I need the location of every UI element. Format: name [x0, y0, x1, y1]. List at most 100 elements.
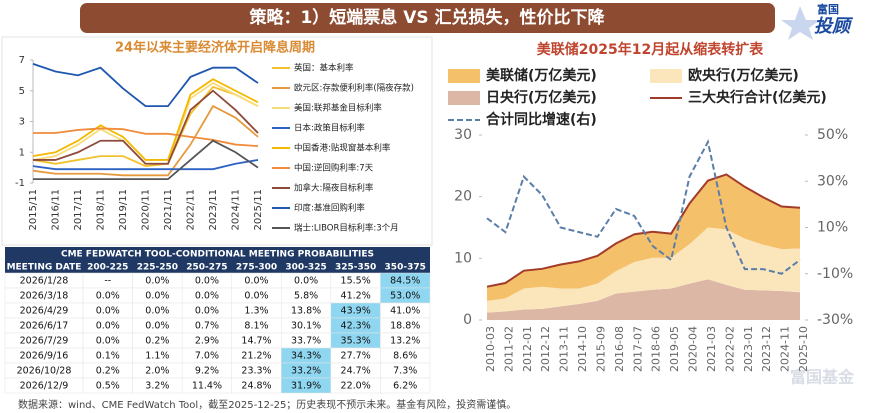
table-cell-text: 21.2%	[241, 351, 271, 362]
table-header-bg	[5, 260, 430, 273]
x-tick-label: 2018-06	[650, 326, 663, 372]
legend-label: 合计同比增速(右)	[486, 111, 597, 128]
x-tick-label: 2013-11	[558, 326, 571, 372]
x-tick-label: 2022-02	[723, 326, 736, 372]
table-cell-text: 9.2%	[195, 366, 219, 377]
legend-label: 中国香港:贴现窗基本利率	[294, 143, 391, 154]
logo-top: 富国	[817, 2, 839, 16]
rate-line	[32, 82, 259, 165]
table-cell-text: 2.0%	[145, 366, 169, 377]
rate-line	[33, 89, 259, 165]
table-title: CME FEDWATCH TOOL-CONDITIONAL MEETING PR…	[61, 250, 374, 260]
table-cell-text: 14.7%	[241, 336, 271, 347]
y2-tick-label: -10%	[817, 266, 853, 282]
table-cell-text: 1.1%	[145, 351, 169, 362]
rate-line	[32, 85, 259, 168]
legend-swatch	[650, 69, 682, 83]
table-cell	[380, 377, 431, 394]
logo-star	[781, 6, 820, 40]
x-tick-label: 2019/11	[118, 189, 129, 231]
table-cell-text: 0.0%	[195, 276, 219, 287]
x-tick-label: 2024-11	[779, 326, 792, 372]
table-header: 350-375	[385, 263, 426, 273]
table-header: 275-300	[236, 263, 277, 273]
legend-label: 日央行(万亿美元)	[486, 89, 597, 106]
table-cell-text: 0.1%	[96, 351, 120, 362]
legend-label: 美联储(万亿美元)	[486, 67, 597, 84]
legend-label: 美国:联邦基金目标利率	[294, 103, 382, 114]
x-tick-label: 2024/11	[231, 189, 242, 231]
x-tick-label: 2019-05	[668, 326, 681, 372]
table-cell-text: 2026/9/16	[20, 351, 69, 362]
table-title-bg	[5, 247, 430, 260]
table-cell-text: 0.0%	[145, 321, 169, 332]
legend-swatch	[448, 69, 480, 83]
table-cell-text: 6.2%	[393, 381, 417, 392]
y-tick-label: 10	[454, 250, 472, 266]
table-cell-text: 53.0%	[390, 291, 420, 302]
legend-label: 日本:政策目标利率	[294, 123, 365, 134]
x-tick-label: 2021/11	[163, 189, 174, 231]
table-cell-text: 2026/1/28	[20, 276, 69, 287]
table-cell-text: 0.0%	[294, 276, 318, 287]
table-cell-text: 35.3%	[341, 336, 371, 347]
x-tick-label: 2020-04	[687, 326, 700, 372]
table-header: 325-350	[335, 263, 376, 273]
table-cell-text: 24.7%	[341, 366, 371, 377]
y2-tick-label: 10%	[817, 220, 848, 236]
table-cell-text: 18.8%	[390, 321, 420, 332]
legend-swatch	[448, 91, 480, 105]
growth-line	[486, 139, 801, 275]
legend-label: 欧央行(万亿美元)	[688, 67, 799, 84]
table-cell-text: 0.0%	[96, 336, 120, 347]
table-cell-text: 2.9%	[195, 336, 219, 347]
table-header: MEETING DATE	[7, 263, 82, 273]
table-cell-text: 0.0%	[195, 306, 219, 317]
table-cell-text: 33.7%	[291, 336, 321, 347]
left-chart-frame	[1, 36, 433, 246]
rate-line	[32, 78, 259, 161]
x-tick-label: 2023/11	[208, 189, 219, 231]
table-cell-text: 27.7%	[341, 351, 371, 362]
table-cell-text: 0.0%	[96, 306, 120, 317]
x-tick-label: 2021-03	[705, 326, 718, 372]
table-cell-text: 0.2%	[145, 336, 169, 347]
table-cell-text: 84.5%	[390, 276, 420, 287]
table-cell-text: 0.0%	[195, 291, 219, 302]
right-chart-title: 美联储2025年12月起从缩表转扩表	[537, 41, 764, 58]
rate-line	[32, 104, 259, 177]
table-header: 225-250	[137, 263, 178, 273]
table-cell-text: 13.2%	[390, 336, 420, 347]
table-cell-text: 0.5%	[96, 381, 120, 392]
y-tick-label: 5	[19, 86, 25, 97]
rate-line	[33, 127, 259, 147]
legend-label: 加拿大:隔夜目标利率	[294, 183, 374, 194]
x-tick-label: 2010-03	[484, 326, 497, 372]
legend-label: 瑞士:LIBOR目标利率:3个月	[294, 223, 399, 234]
table-cell-text: 2026/3/18	[20, 291, 69, 302]
y-tick-label: 3	[19, 117, 25, 128]
left-chart-title: 24年以来主要经济体开启降息周期	[115, 40, 315, 56]
table-cell-text: 43.9%	[341, 306, 371, 317]
table-cell-text: 2026/12/9	[20, 381, 69, 392]
logo-bottom: 投顾	[814, 16, 854, 37]
table-cell-text: 2026/6/17	[20, 321, 69, 332]
y-tick-label: 0	[463, 312, 472, 328]
legend-label: 欧元区:存款便利利率(隔夜存款)	[294, 83, 414, 94]
x-tick-label: 2012-12	[539, 326, 552, 372]
table-cell-text: 41.0%	[390, 306, 420, 317]
table-cell-text: 7.0%	[195, 351, 219, 362]
table-cell-text: 2026/4/29	[20, 306, 69, 317]
x-tick-label: 2016/11	[51, 189, 62, 231]
table-cell-text: 0.0%	[145, 306, 169, 317]
x-tick-label: 2014-10	[576, 326, 589, 372]
x-tick-label: 2023-12	[760, 326, 773, 372]
legend-label: 中国:逆回购利率:7天	[294, 163, 374, 174]
x-tick-label: 2023-01	[742, 326, 755, 372]
table-cell-text: 0.7%	[195, 321, 219, 332]
footer-note: 数据来源：wind、CME FedWatch Tool，截至2025-12-25…	[18, 398, 516, 411]
table-cell-text: 24.8%	[241, 381, 271, 392]
table-cell-text: 8.6%	[393, 351, 417, 362]
table-cell-text: 8.1%	[244, 321, 268, 332]
